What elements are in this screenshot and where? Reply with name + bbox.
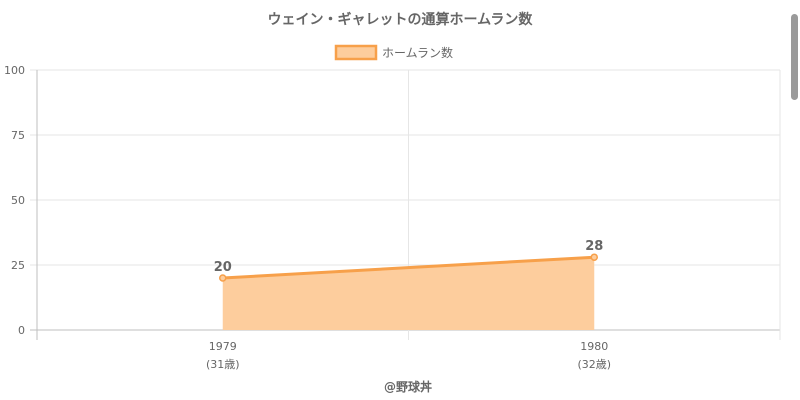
legend-label: ホームラン数 xyxy=(382,45,453,60)
data-point xyxy=(219,274,227,282)
x-tick-label: 1979 xyxy=(209,340,237,353)
y-tick-label: 25 xyxy=(11,259,25,272)
x-tick-sublabel: (31歳) xyxy=(206,358,240,371)
x-tick-sublabel: (32歳) xyxy=(577,358,611,371)
data-label: 28 xyxy=(585,239,603,254)
plot-area xyxy=(219,253,598,330)
grid xyxy=(30,69,781,340)
labels: 0 25 50 75 100 20 28 1979 (31歳) 1980 (32歳) xyxy=(4,64,611,371)
series-line xyxy=(222,255,595,280)
y-tick-label: 100 xyxy=(4,64,25,77)
y-tick-label: 75 xyxy=(11,129,25,142)
scrollbar[interactable] xyxy=(791,14,798,100)
data-point xyxy=(590,253,598,261)
legend-swatch xyxy=(334,44,378,61)
chart-title: ウェイン・ギャレットの通算ホームラン数 xyxy=(268,11,534,28)
area-fill xyxy=(222,257,595,330)
source-label: @野球丼 xyxy=(384,379,432,394)
x-tick-label: 1980 xyxy=(580,340,608,353)
y-tick-label: 50 xyxy=(11,194,25,207)
legend[interactable]: ホームラン数 xyxy=(334,44,453,61)
y-tick-label: 0 xyxy=(18,324,25,337)
data-label: 20 xyxy=(214,260,232,275)
